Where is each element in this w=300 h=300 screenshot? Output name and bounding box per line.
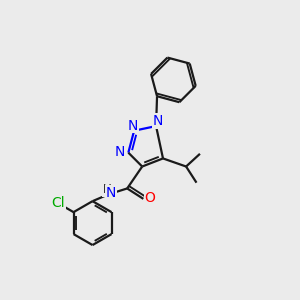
Text: Cl: Cl: [51, 196, 65, 211]
Text: H: H: [103, 183, 111, 196]
Text: N: N: [153, 114, 163, 128]
Text: O: O: [144, 191, 155, 205]
Text: N: N: [128, 118, 138, 133]
Text: N: N: [106, 186, 116, 200]
Text: N: N: [115, 145, 125, 158]
